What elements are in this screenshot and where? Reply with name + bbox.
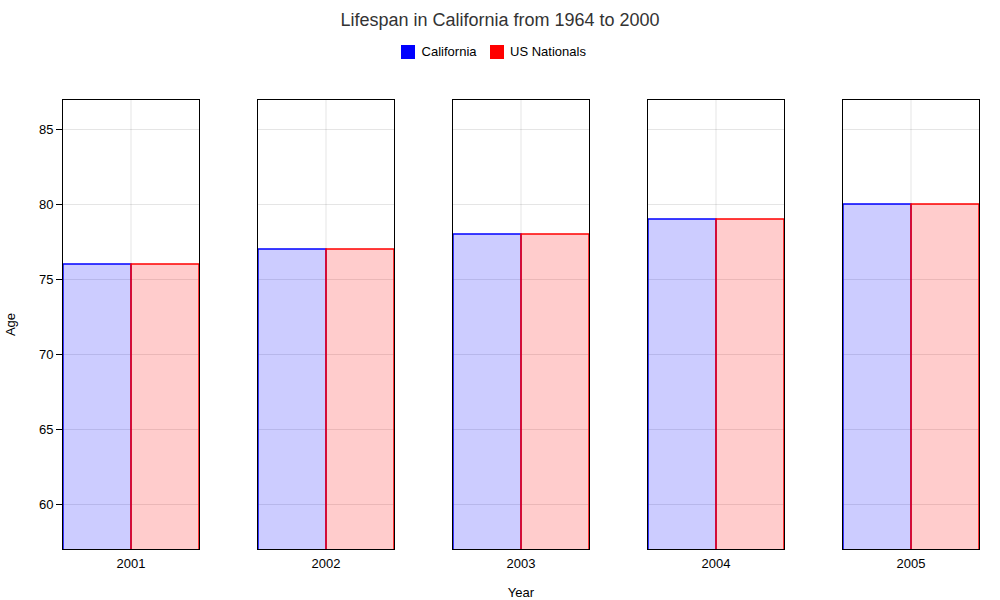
svg-text:75: 75 (39, 271, 53, 286)
svg-text:70: 70 (39, 346, 53, 361)
html-text:Lifespan in California from 19: Lifespan in California from 1964 to 2000 (340, 10, 660, 30)
svg-text:2004: 2004 (702, 555, 731, 570)
svg-text:Year: Year (508, 584, 535, 599)
svg-text:2005: 2005 (897, 555, 926, 570)
svg-text:2001: 2001 (117, 555, 146, 570)
svg-text:Age: Age (3, 312, 18, 335)
html-text:California: California (421, 44, 477, 59)
svg-text:85: 85 (39, 121, 53, 136)
svg-text:2003: 2003 (507, 555, 536, 570)
svg-text:60: 60 (39, 496, 53, 511)
svg-text:2002: 2002 (312, 555, 341, 570)
html-text:US Nationals: US Nationals (510, 44, 586, 59)
svg-text:65: 65 (39, 421, 53, 436)
svg-text:80: 80 (39, 196, 53, 211)
